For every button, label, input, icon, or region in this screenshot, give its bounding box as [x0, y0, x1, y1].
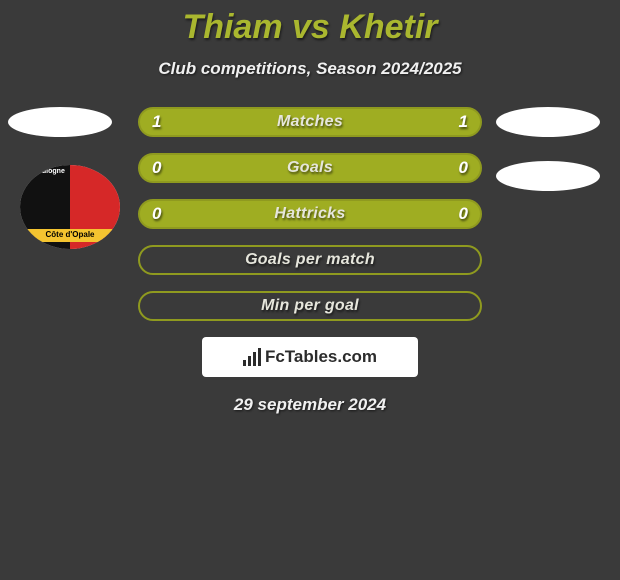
stats-area: S. Boulogne Côte d'Opale 1 Matches 1 0 G…: [0, 107, 620, 415]
stat-value-right: 0: [459, 204, 468, 224]
player-avatar-right-2: [496, 161, 600, 191]
date-text: 29 september 2024: [0, 395, 620, 415]
club-badge: S. Boulogne Côte d'Opale: [20, 165, 120, 249]
player-avatar-left: [8, 107, 112, 137]
stat-label: Matches: [277, 113, 343, 131]
stat-row-hattricks: 0 Hattricks 0: [138, 199, 482, 229]
stat-label: Hattricks: [274, 205, 345, 223]
club-badge-graphic: S. Boulogne Côte d'Opale: [20, 165, 120, 249]
brand-text: FcTables.com: [265, 347, 377, 367]
stat-value-right: 1: [459, 112, 468, 132]
subtitle: Club competitions, Season 2024/2025: [0, 59, 620, 79]
stat-label: Goals per match: [245, 251, 375, 269]
club-badge-band: Côte d'Opale: [20, 229, 120, 242]
page-title: Thiam vs Khetir: [0, 8, 620, 47]
player-avatar-right-1: [496, 107, 600, 137]
stat-row-goals: 0 Goals 0: [138, 153, 482, 183]
stat-row-goals-per-match: Goals per match: [138, 245, 482, 275]
stat-row-matches: 1 Matches 1: [138, 107, 482, 137]
stat-label: Min per goal: [261, 297, 359, 315]
stat-rows: 1 Matches 1 0 Goals 0 0 Hattricks 0 Goal…: [138, 107, 482, 321]
stat-row-min-per-goal: Min per goal: [138, 291, 482, 321]
stat-value-right: 0: [459, 158, 468, 178]
stat-value-left: 0: [152, 204, 161, 224]
bar-chart-icon: [243, 348, 261, 366]
stat-label: Goals: [287, 159, 333, 177]
stat-value-left: 1: [152, 112, 161, 132]
widget-root: Thiam vs Khetir Club competitions, Seaso…: [0, 0, 620, 415]
brand-link[interactable]: FcTables.com: [202, 337, 418, 377]
club-badge-top-text: S. Boulogne: [24, 168, 65, 175]
stat-value-left: 0: [152, 158, 161, 178]
